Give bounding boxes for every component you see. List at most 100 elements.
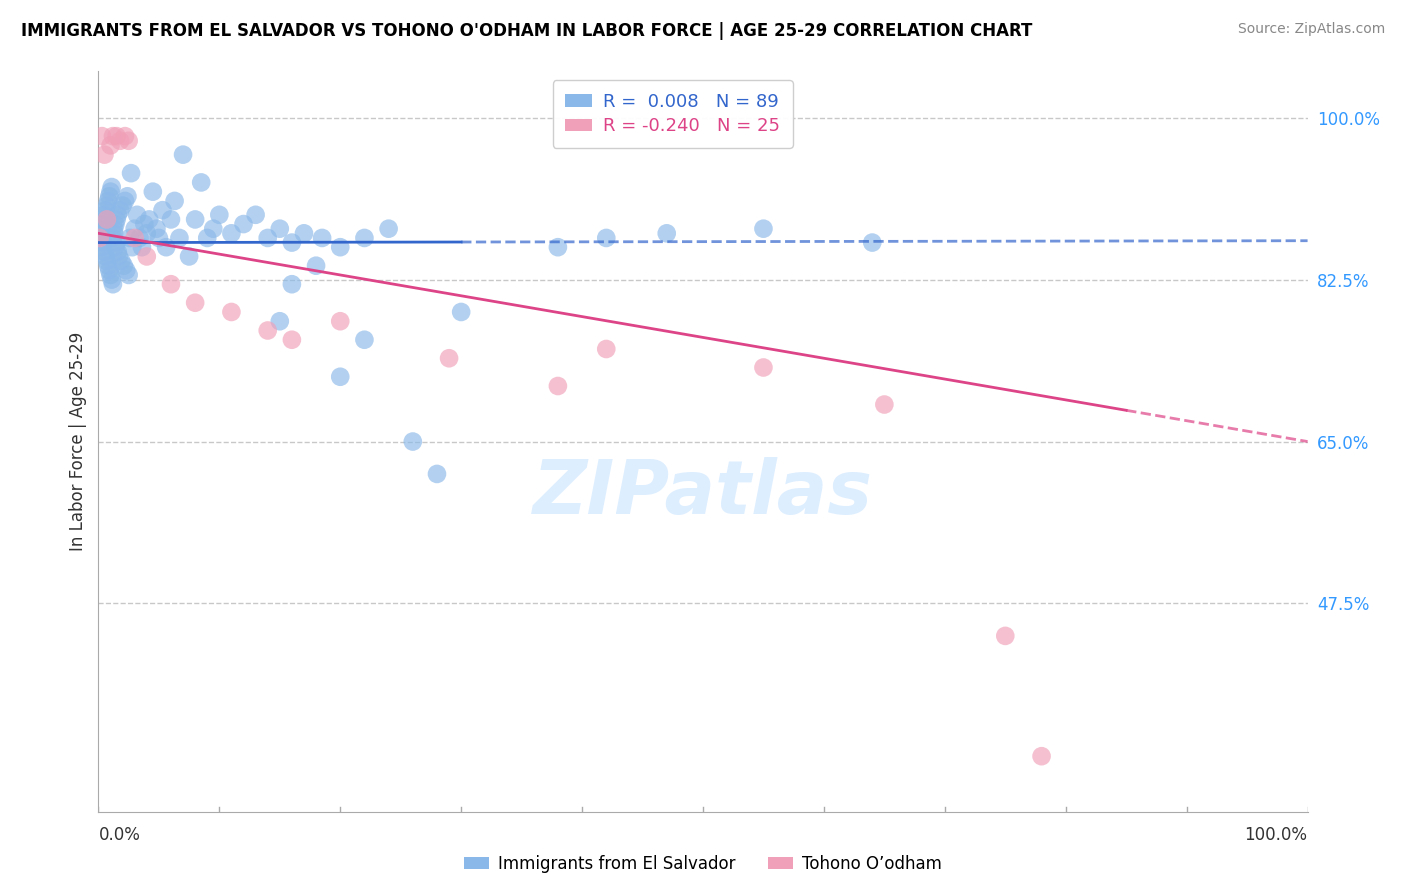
Point bbox=[91, 235, 114, 250]
Point bbox=[124, 221, 146, 235]
Point bbox=[269, 221, 291, 235]
Point bbox=[256, 323, 278, 337]
Text: ZIPat​las: ZIPat​las bbox=[533, 457, 873, 530]
Point bbox=[101, 129, 124, 144]
Point bbox=[426, 467, 449, 481]
Point bbox=[91, 212, 114, 227]
Point bbox=[752, 360, 775, 375]
Text: 100.0%: 100.0% bbox=[1244, 826, 1308, 844]
Point bbox=[103, 227, 125, 241]
Point bbox=[160, 277, 183, 292]
Point bbox=[311, 231, 333, 245]
Point bbox=[860, 235, 883, 250]
Point bbox=[190, 175, 212, 190]
Point bbox=[305, 259, 328, 273]
Point bbox=[155, 240, 177, 254]
Point bbox=[117, 189, 139, 203]
Point bbox=[121, 240, 143, 254]
Point bbox=[163, 194, 186, 208]
Point bbox=[107, 244, 129, 259]
Point bbox=[114, 129, 136, 144]
Point bbox=[202, 221, 225, 235]
Point bbox=[184, 212, 207, 227]
Point bbox=[108, 250, 131, 264]
Point bbox=[142, 185, 165, 199]
Point bbox=[184, 295, 207, 310]
Point bbox=[281, 235, 304, 250]
Point bbox=[595, 231, 617, 245]
Point bbox=[115, 263, 138, 277]
Point bbox=[89, 231, 111, 245]
Point bbox=[329, 314, 352, 328]
Point bbox=[148, 231, 170, 245]
Point bbox=[118, 231, 141, 245]
Point bbox=[89, 231, 111, 245]
Point bbox=[402, 434, 425, 449]
Point bbox=[169, 231, 191, 245]
Point bbox=[655, 227, 678, 241]
Point bbox=[94, 250, 117, 264]
Point bbox=[96, 198, 118, 212]
Point bbox=[595, 342, 617, 356]
Point bbox=[353, 231, 375, 245]
Point bbox=[179, 250, 201, 264]
Point bbox=[101, 277, 124, 292]
Point bbox=[437, 351, 460, 366]
Point bbox=[281, 333, 304, 347]
Point bbox=[96, 254, 118, 268]
Point bbox=[108, 203, 131, 218]
Point bbox=[134, 217, 156, 231]
Point bbox=[91, 129, 114, 144]
Point bbox=[195, 231, 218, 245]
Point bbox=[91, 240, 114, 254]
Legend: R =  0.008   N = 89, R = -0.240   N = 25: R = 0.008 N = 89, R = -0.240 N = 25 bbox=[553, 80, 793, 148]
Point bbox=[94, 203, 117, 218]
Point bbox=[450, 305, 472, 319]
Point bbox=[292, 227, 315, 241]
Point bbox=[98, 189, 121, 203]
Point bbox=[100, 185, 122, 199]
Legend: Immigrants from El Salvador, Tohono O’odham: Immigrants from El Salvador, Tohono O’od… bbox=[457, 848, 949, 880]
Point bbox=[100, 272, 122, 286]
Point bbox=[152, 203, 174, 218]
Point bbox=[127, 208, 149, 222]
Point bbox=[105, 212, 128, 227]
Point bbox=[90, 221, 112, 235]
Point bbox=[1031, 749, 1053, 764]
Point bbox=[114, 194, 136, 208]
Point bbox=[103, 221, 125, 235]
Point bbox=[108, 134, 131, 148]
Point bbox=[172, 147, 194, 161]
Y-axis label: In Labor Force | Age 25-29: In Labor Force | Age 25-29 bbox=[69, 332, 87, 551]
Point bbox=[120, 166, 142, 180]
Point bbox=[104, 217, 127, 231]
Text: Source: ZipAtlas.com: Source: ZipAtlas.com bbox=[1237, 22, 1385, 37]
Point bbox=[93, 244, 115, 259]
Point bbox=[329, 369, 352, 384]
Point bbox=[100, 138, 122, 153]
Point bbox=[110, 254, 132, 268]
Point bbox=[111, 198, 134, 212]
Point bbox=[135, 250, 157, 264]
Point bbox=[100, 180, 122, 194]
Point bbox=[93, 208, 115, 222]
Point bbox=[97, 259, 120, 273]
Point bbox=[245, 208, 267, 222]
Point bbox=[269, 314, 291, 328]
Point bbox=[128, 231, 150, 245]
Point bbox=[208, 208, 231, 222]
Point bbox=[100, 268, 122, 282]
Text: IMMIGRANTS FROM EL SALVADOR VS TOHONO O'ODHAM IN LABOR FORCE | AGE 25-29 CORRELA: IMMIGRANTS FROM EL SALVADOR VS TOHONO O'… bbox=[21, 22, 1032, 40]
Point bbox=[101, 231, 124, 245]
Point bbox=[256, 231, 278, 245]
Text: 0.0%: 0.0% bbox=[98, 826, 141, 844]
Point bbox=[160, 212, 183, 227]
Point bbox=[873, 398, 896, 412]
Point bbox=[118, 268, 141, 282]
Point bbox=[281, 277, 304, 292]
Point bbox=[118, 134, 141, 148]
Point bbox=[994, 629, 1017, 643]
Point bbox=[96, 212, 118, 227]
Point bbox=[105, 235, 128, 250]
Point bbox=[90, 227, 112, 241]
